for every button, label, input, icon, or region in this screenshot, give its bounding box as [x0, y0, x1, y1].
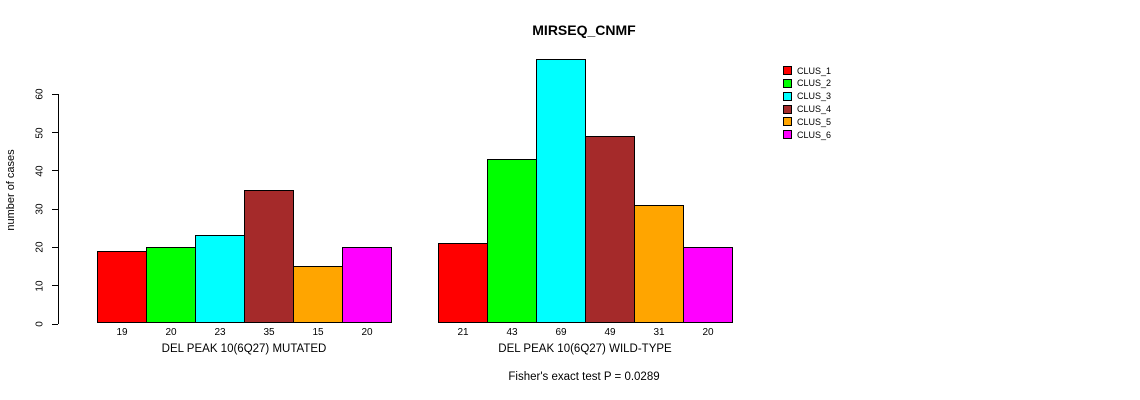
y-axis-tick: [52, 246, 58, 248]
bar-clus_6: [683, 246, 733, 324]
bar-value-label: 35: [263, 327, 275, 338]
y-axis-tick-label: 10: [34, 280, 46, 292]
y-axis-tick-label: 30: [34, 203, 46, 215]
bar-clus_2: [487, 158, 537, 324]
bar-clus_4: [244, 189, 294, 324]
y-axis-tick-label: 40: [34, 165, 46, 177]
bar-clus_5: [293, 266, 343, 324]
y-axis-line: [58, 93, 59, 325]
y-axis-tick-label: 50: [34, 127, 46, 139]
bar-value-label: 43: [506, 327, 518, 338]
fisher-test-caption: Fisher's exact test P = 0.0289: [508, 371, 660, 383]
y-axis-tick: [52, 132, 58, 134]
bar-clus_4: [585, 135, 635, 324]
bar-value-label: 19: [116, 327, 128, 338]
y-axis-tick: [52, 170, 58, 172]
bar-clus_2: [146, 246, 196, 324]
bar-clus_6: [342, 246, 392, 324]
bar-value-label: 21: [457, 327, 469, 338]
bar-value-label: 15: [312, 327, 324, 338]
bar-clus_3: [536, 59, 586, 324]
group-label: DEL PEAK 10(6Q27) MUTATED: [161, 343, 327, 355]
bar-value-label: 20: [361, 327, 373, 338]
bar-value-label: 49: [604, 327, 616, 338]
y-axis-tick: [52, 93, 58, 95]
bar-value-label: 20: [165, 327, 177, 338]
group-label: DEL PEAK 10(6Q27) WILD-TYPE: [498, 343, 672, 355]
bar-clus_1: [97, 250, 147, 324]
y-axis-tick: [52, 285, 58, 287]
bar-clus_1: [438, 243, 488, 324]
y-axis-tick-label: 60: [34, 88, 46, 100]
y-axis-tick-label: 0: [34, 321, 46, 327]
bar-value-label: 23: [214, 327, 226, 338]
y-axis-tick-label: 20: [34, 241, 46, 253]
y-axis-tick: [52, 208, 58, 210]
bar-clus_3: [195, 235, 245, 324]
bar-clus_5: [634, 204, 684, 324]
chart-title: MIRSEQ_CNMF: [532, 22, 636, 38]
y-axis-tick: [52, 323, 58, 325]
bar-value-label: 20: [702, 327, 714, 338]
bar-value-label: 31: [653, 327, 665, 338]
bar-value-label: 69: [555, 327, 567, 338]
